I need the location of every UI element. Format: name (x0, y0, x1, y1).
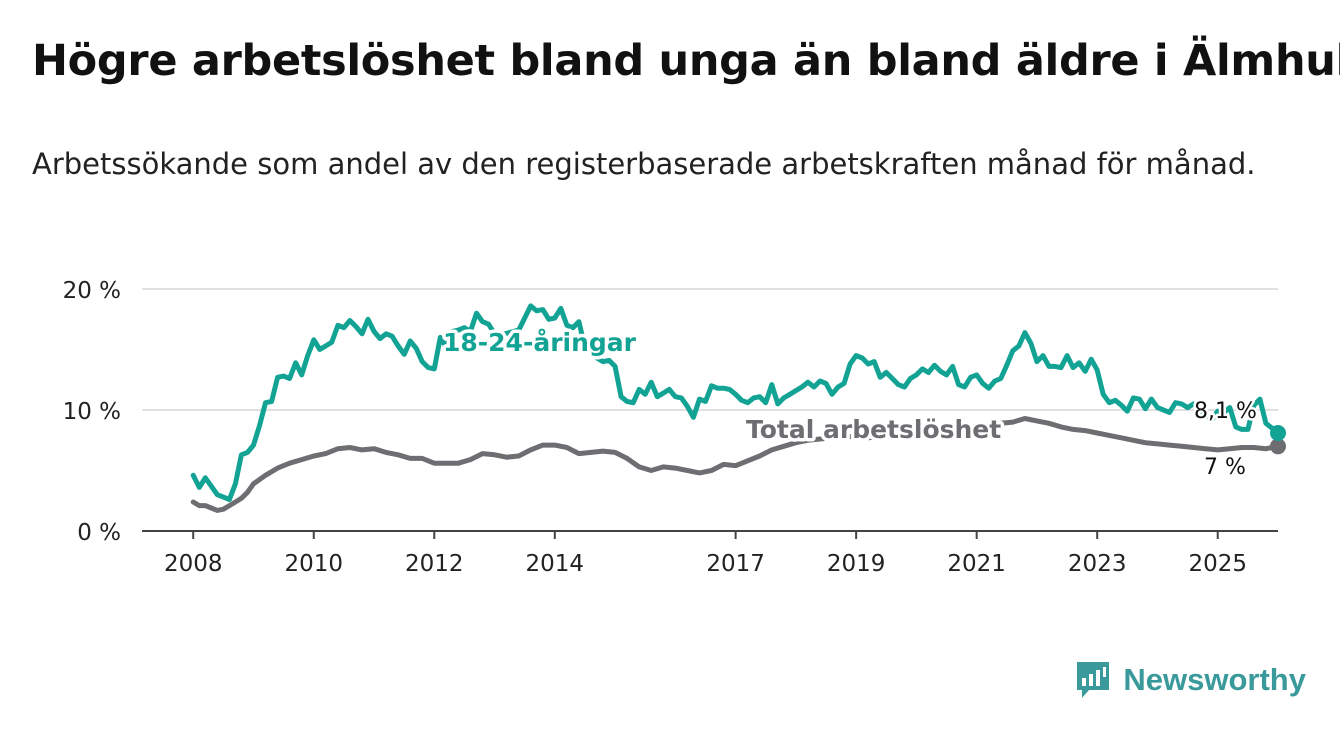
total-end-marker (1270, 438, 1286, 455)
series-label-total: Total arbetslöshet (746, 415, 1001, 444)
x-tick-label: 2010 (284, 551, 343, 577)
x-tick-label: 2012 (405, 551, 464, 577)
x-tick-label: 2017 (706, 551, 765, 577)
x-tick-label: 2023 (1068, 551, 1127, 577)
chart-subtitle: Arbetssökande som andel av den registerb… (32, 147, 1256, 181)
x-tick-label: 2014 (526, 551, 585, 577)
x-axis: 2008 2010 2012 2014 2017 2019 2021 2023 2025 (142, 530, 1278, 577)
end-value-youth: 8,1 % (1194, 399, 1257, 424)
end-markers (1270, 424, 1286, 455)
gridlines (142, 288, 1278, 411)
series-lines (190, 303, 1281, 513)
youth-series-line (190, 303, 1281, 502)
y-tick-label: 10 % (63, 399, 121, 425)
chart-title: Högre arbetslöshet bland unga än bland ä… (32, 36, 1340, 86)
x-tick-label: 2025 (1188, 551, 1247, 577)
brand-logo: Newsworthy (1075, 660, 1306, 700)
x-tick-label: 2019 (827, 551, 886, 577)
y-tick-label: 20 % (63, 278, 121, 304)
series-label-youth: 18-24-åringar (443, 328, 637, 357)
x-tick-label: 2021 (947, 551, 1006, 577)
line-chart: 0 % 10 % 20 % 2008 2010 2012 2014 2017 2019 2021… (63, 278, 1286, 577)
youth-end-marker (1270, 424, 1286, 441)
newsworthy-logo-icon (1077, 662, 1110, 698)
x-tick-label: 2008 (164, 551, 223, 577)
brand-name: Newsworthy (1123, 662, 1306, 697)
y-axis-labels: 0 % 10 % 20 % (63, 278, 121, 546)
end-value-total: 7 % (1204, 455, 1246, 480)
y-tick-label: 0 % (77, 520, 121, 546)
total-series-line (190, 416, 1281, 513)
